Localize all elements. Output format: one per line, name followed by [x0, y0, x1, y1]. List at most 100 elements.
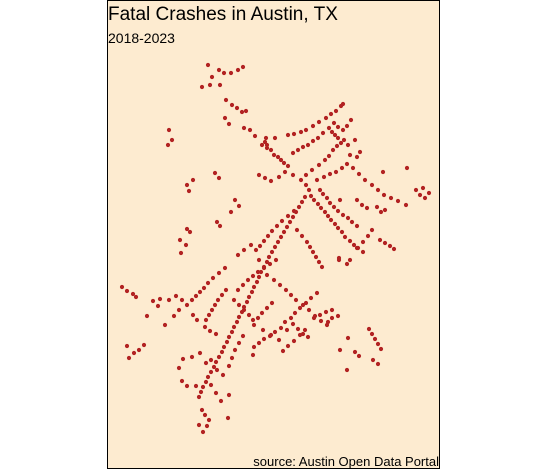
crash-point [176, 365, 182, 371]
crash-point [335, 135, 341, 141]
crash-point [375, 341, 381, 347]
crash-point [197, 289, 203, 295]
crash-point [259, 310, 265, 316]
crash-point [229, 329, 235, 335]
crash-point [349, 219, 355, 225]
crash-point [288, 292, 294, 298]
crash-point [162, 322, 168, 328]
crash-point [259, 142, 265, 148]
crash-point [313, 254, 319, 260]
crash-point [300, 144, 306, 150]
crash-point [256, 274, 262, 280]
crash-point [295, 147, 301, 153]
crash-point [206, 312, 212, 318]
crash-point [317, 312, 323, 318]
crash-point [216, 270, 222, 276]
crash-point [315, 201, 321, 207]
crash-point [308, 193, 314, 199]
crash-point [382, 240, 388, 246]
crash-point [325, 319, 331, 325]
crash-point [360, 249, 366, 255]
crash-point [179, 297, 185, 303]
crash-point [360, 239, 366, 245]
crash-point [280, 348, 286, 354]
crash-point [200, 429, 206, 435]
crash-point [316, 119, 322, 125]
crash-point [354, 223, 360, 229]
crash-point [253, 247, 259, 253]
crash-point [314, 177, 320, 183]
crash-point [204, 423, 210, 429]
crash-point [239, 109, 245, 115]
crash-point [316, 259, 322, 265]
crash-point [321, 174, 327, 180]
crash-point [327, 200, 333, 206]
crash-point [365, 233, 371, 239]
crash-point [232, 197, 238, 203]
crash-point [274, 223, 280, 229]
crash-point [267, 333, 273, 339]
crash-point [395, 198, 401, 204]
crash-point [310, 138, 316, 144]
crash-point [318, 318, 324, 324]
crash-point [222, 115, 228, 121]
crash-point [304, 239, 310, 245]
crash-point [248, 242, 254, 248]
crash-point [318, 205, 324, 211]
crash-point [187, 229, 193, 235]
crash-point [206, 417, 212, 423]
crash-point [232, 347, 238, 353]
crash-point [228, 70, 234, 76]
crash-point [226, 121, 232, 127]
crash-point [251, 344, 257, 350]
crash-point [235, 67, 241, 73]
crash-point [276, 337, 282, 343]
crash-point [338, 140, 344, 146]
crash-point [276, 174, 282, 180]
crash-point [208, 369, 214, 375]
map-subtitle: 2018-2023 [108, 30, 175, 46]
crash-point [290, 150, 296, 156]
crash-point [310, 249, 316, 255]
crash-point [216, 354, 222, 360]
crash-point [337, 197, 343, 203]
crash-point [229, 355, 235, 361]
crash-point [241, 307, 247, 313]
crash-point [369, 182, 375, 188]
crash-point [345, 142, 351, 148]
crash-point [241, 247, 247, 253]
crash-point [403, 202, 409, 208]
crash-point [356, 171, 362, 177]
crash-point [377, 237, 383, 243]
crash-point [278, 234, 284, 240]
crash-point [256, 172, 262, 178]
crash-point [378, 346, 384, 352]
crash-point [268, 147, 274, 153]
crash-point [251, 322, 257, 328]
crash-point [171, 313, 177, 319]
crash-point [225, 415, 231, 421]
crash-point [299, 233, 305, 239]
crash-point [205, 374, 211, 380]
crash-point [333, 169, 339, 175]
crash-point [196, 394, 202, 400]
crash-point [293, 297, 299, 303]
crash-point [281, 229, 287, 235]
crash-point [217, 82, 223, 88]
crash-point [261, 265, 267, 271]
crash-point [263, 135, 269, 141]
crash-point [380, 169, 386, 175]
crash-point [329, 315, 335, 321]
crash-point [332, 132, 338, 138]
crash-point [250, 317, 256, 323]
crash-point [311, 315, 317, 321]
crash-point [311, 197, 317, 203]
crash-point [240, 333, 246, 339]
crash-point [303, 300, 309, 306]
crash-point [354, 197, 360, 203]
crash-point [202, 324, 208, 330]
crash-point [203, 379, 209, 385]
crash-point [315, 135, 321, 141]
crash-point [180, 356, 186, 362]
